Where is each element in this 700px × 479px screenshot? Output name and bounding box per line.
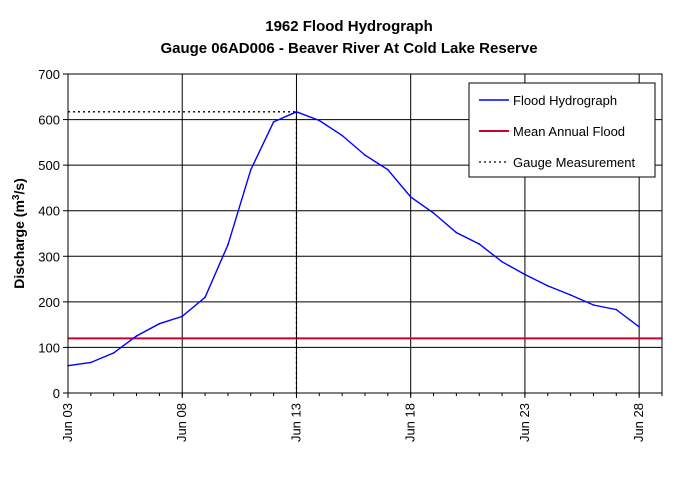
hydrograph-point xyxy=(432,212,435,214)
y-tick-label: 300 xyxy=(38,249,60,264)
y-tick-label: 0 xyxy=(53,386,60,401)
hydrograph-point xyxy=(569,294,572,296)
hydrograph-point xyxy=(158,322,161,325)
y-axis-ticks: 0 100 200 300 400 500 600 700 xyxy=(38,67,68,401)
hydrograph-point xyxy=(524,273,526,276)
hydrograph-point xyxy=(227,244,229,246)
hydrograph-point xyxy=(249,168,252,171)
hydrograph-point xyxy=(478,243,481,245)
hydrograph-point xyxy=(295,111,298,113)
legend: Flood Hydrograph Mean Annual Flood Gauge M… xyxy=(468,82,656,178)
chart-title: 1962 Flood Hydrograph xyxy=(265,18,433,35)
x-tick-label: Jun 13 xyxy=(288,403,303,442)
hydrograph-point xyxy=(341,134,343,137)
y-tick-label: 400 xyxy=(38,204,60,219)
legend-label-gauge-measurement: Gauge Measurement xyxy=(513,155,636,170)
x-tick-label: Jun 03 xyxy=(60,403,75,442)
y-axis-label-pre: Discharge (m xyxy=(11,200,27,289)
y-axis-label-superscript: 3 xyxy=(11,194,22,200)
hydrograph-point xyxy=(409,196,412,198)
hydrograph-point xyxy=(455,231,458,234)
hydrograph-point xyxy=(387,168,389,171)
hydrograph-point xyxy=(272,121,275,123)
hydrograph-point xyxy=(112,352,115,354)
hydrograph-point xyxy=(546,285,549,287)
hydrograph-point xyxy=(318,119,321,122)
chart-subtitle: Gauge 06AD006 - Beaver River At Cold Lak… xyxy=(160,40,537,57)
hydrograph-point xyxy=(501,260,503,263)
hydrograph-point xyxy=(364,154,366,156)
x-tick-label: Jun 23 xyxy=(517,403,532,442)
hydrograph-point xyxy=(592,304,595,306)
hydrograph-point xyxy=(135,335,138,337)
y-tick-label: 500 xyxy=(38,158,60,173)
legend-label-mean-annual-flood: Mean Annual Flood xyxy=(513,124,625,139)
reference-lines xyxy=(68,111,662,393)
x-axis-ticks: Jun 03 Jun 08 Jun 13 Jun 18 Jun 23 Jun 28 xyxy=(60,393,663,442)
y-tick-label: 200 xyxy=(38,295,60,310)
y-tick-label: 600 xyxy=(38,113,60,128)
y-tick-label: 700 xyxy=(38,67,60,82)
hydrograph-point xyxy=(181,315,184,318)
legend-label-flood-hydrograph: Flood Hydrograph xyxy=(513,93,617,108)
y-axis-label-post: /s) xyxy=(11,178,27,194)
hydrograph-point xyxy=(90,361,92,364)
hydrograph-point xyxy=(204,296,206,299)
y-axis-label: Discharge (m3/s) xyxy=(11,178,27,289)
hydrograph-point xyxy=(615,308,618,311)
x-tick-label: Jun 18 xyxy=(403,403,418,442)
flood-hydrograph-line xyxy=(67,111,640,367)
x-tick-label: Jun 28 xyxy=(631,403,646,442)
hydrograph-point xyxy=(638,326,640,328)
y-tick-label: 100 xyxy=(38,340,60,355)
x-tick-label: Jun 08 xyxy=(174,403,189,442)
series xyxy=(67,111,640,367)
